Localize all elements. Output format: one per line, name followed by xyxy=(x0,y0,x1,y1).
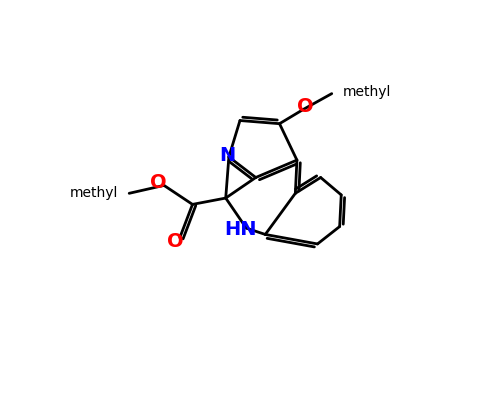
Text: methyl: methyl xyxy=(343,85,391,99)
Text: N: N xyxy=(219,145,236,164)
Text: O: O xyxy=(297,97,313,116)
Text: methyl: methyl xyxy=(70,186,118,200)
Text: O: O xyxy=(167,232,184,251)
Text: O: O xyxy=(150,173,167,192)
Text: HN: HN xyxy=(224,220,257,239)
